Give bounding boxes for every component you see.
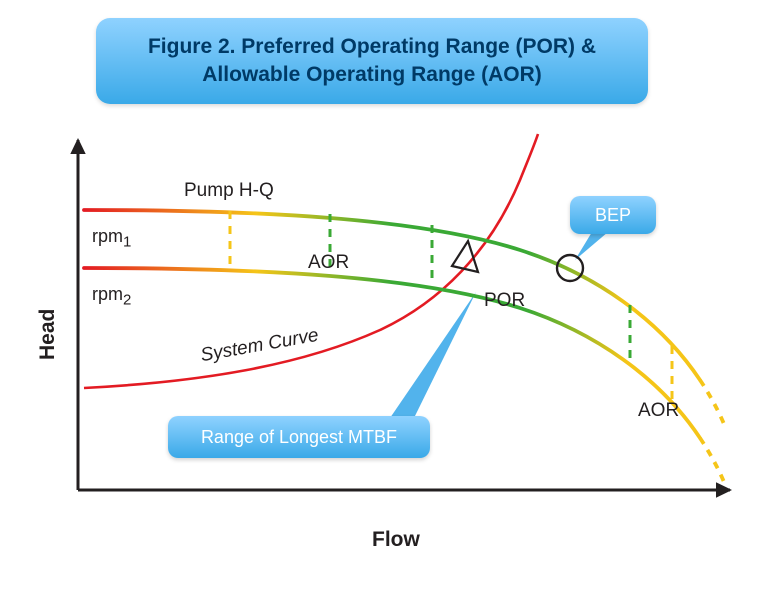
callout-bep-text: BEP [595,205,631,226]
pump-curve-rpm1-tail [700,380,724,424]
pump-curve-rpm1 [84,210,700,380]
label-rpm2: rpm2 [92,284,131,309]
callout-bep: BEP [570,196,656,234]
pump-curve-rpm2-tail [700,438,724,482]
label-rpm1: rpm1 [92,226,131,251]
callout-pointer-bep [575,232,608,260]
callout-mtbf-text: Range of Longest MTBF [201,427,397,448]
y-axis-label: Head [36,309,60,360]
callout-mtbf: Range of Longest MTBF [168,416,430,458]
label-aor-right: AOR [638,400,679,422]
callout-pointer-mtbf [390,292,476,418]
label-aor-left: AOR [308,252,349,274]
pump-curve-rpm2 [84,268,700,438]
label-pump-hq: Pump H-Q [184,180,274,202]
diagram-stage: Figure 2. Preferred Operating Range (POR… [0,0,768,599]
region-dividers [230,211,672,404]
label-por: POR [484,290,525,312]
x-axis-label: Flow [372,528,420,552]
